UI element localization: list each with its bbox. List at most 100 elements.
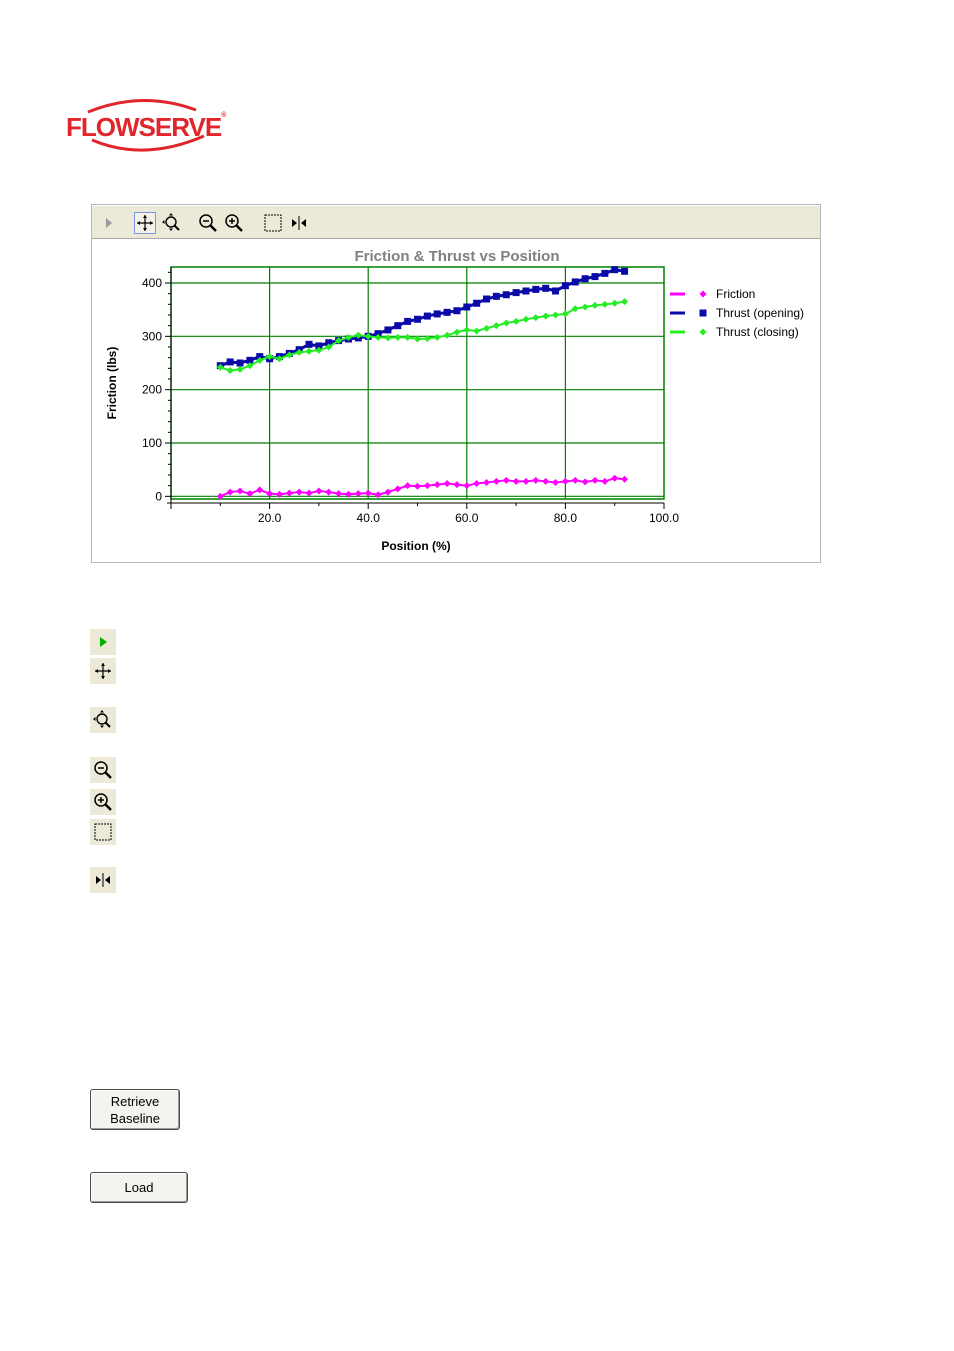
data-point-thrust-opening — [532, 285, 540, 293]
data-point-friction — [492, 477, 500, 485]
legend-marker-thrust-closing — [699, 328, 707, 336]
data-point-friction — [621, 475, 629, 483]
flowserve-logo: FLOWSERVE® — [66, 96, 226, 158]
data-point-thrust-opening — [394, 322, 402, 330]
data-point-thrust-opening — [473, 299, 481, 307]
data-point-friction — [295, 488, 303, 496]
select-box-icon — [90, 819, 116, 845]
y-tick-label: 300 — [142, 329, 162, 343]
data-point-friction — [601, 477, 609, 485]
y-tick-label: 0 — [155, 489, 162, 503]
y-tick-label: 400 — [142, 276, 162, 290]
pan-icon — [137, 215, 153, 231]
data-point-thrust-opening — [453, 307, 461, 315]
data-point-friction — [266, 490, 274, 498]
zoom-in-icon — [225, 214, 243, 232]
data-point-friction — [443, 480, 451, 488]
data-point-friction — [315, 487, 323, 495]
data-point-friction — [256, 486, 264, 494]
data-point-thrust-closing — [364, 332, 372, 340]
data-point-friction — [571, 476, 579, 484]
data-point-friction — [374, 491, 382, 499]
data-point-thrust-closing — [492, 322, 500, 330]
retrieve-baseline-button[interactable]: Retrieve Baseline — [90, 1089, 180, 1130]
data-point-thrust-opening — [404, 317, 412, 325]
zoom-in-button[interactable] — [223, 212, 245, 234]
data-point-friction — [236, 487, 244, 495]
x-tick-label: 20.0 — [258, 511, 282, 525]
data-point-thrust-closing — [552, 311, 560, 319]
cursor-split-button[interactable] — [288, 212, 310, 234]
zoom-fit-icon — [90, 707, 116, 733]
play-button[interactable] — [98, 212, 120, 234]
data-point-thrust-closing — [305, 347, 313, 355]
data-point-thrust-opening — [611, 266, 619, 274]
data-point-thrust-closing — [236, 365, 244, 373]
data-point-thrust-closing — [621, 298, 629, 306]
data-point-friction — [394, 485, 402, 493]
cursor-split-icon — [292, 216, 306, 230]
data-point-thrust-closing — [256, 356, 264, 364]
data-point-thrust-closing — [611, 299, 619, 307]
data-point-friction — [335, 490, 343, 498]
data-point-friction — [512, 477, 520, 485]
data-point-friction — [344, 490, 352, 498]
data-point-thrust-opening — [443, 308, 451, 316]
chart-title: Friction & Thrust vs Position — [354, 248, 559, 265]
data-point-thrust-opening — [492, 292, 500, 300]
data-point-thrust-closing — [561, 310, 569, 318]
zoom-out-button[interactable] — [197, 212, 219, 234]
data-point-thrust-closing — [384, 334, 392, 342]
data-point-thrust-closing — [354, 331, 362, 339]
data-point-thrust-opening — [423, 312, 431, 320]
logo-text: FLOWSERVE® — [66, 112, 226, 142]
data-point-thrust-opening — [512, 289, 520, 297]
data-point-thrust-opening — [542, 284, 550, 292]
pan-icon — [90, 658, 116, 684]
data-point-friction — [552, 478, 560, 486]
data-point-thrust-opening — [236, 359, 244, 367]
data-point-friction — [591, 476, 599, 484]
data-point-friction — [305, 489, 313, 497]
data-point-thrust-closing — [532, 314, 540, 322]
data-point-thrust-closing — [483, 324, 491, 332]
data-point-thrust-opening — [414, 315, 421, 323]
data-point-thrust-closing — [285, 351, 293, 359]
data-point-thrust-opening — [571, 278, 579, 286]
data-point-thrust-closing — [226, 366, 234, 374]
data-point-thrust-opening — [315, 342, 323, 350]
data-point-thrust-closing — [295, 348, 303, 356]
data-point-thrust-opening — [256, 353, 264, 361]
plot-frame — [170, 266, 665, 500]
data-point-thrust-closing — [453, 328, 461, 336]
legend-label-thrust-opening: Thrust (opening) — [716, 306, 804, 320]
data-point-friction — [581, 478, 589, 486]
data-point-thrust-closing — [275, 355, 283, 363]
data-point-thrust-closing — [374, 333, 382, 341]
data-point-friction — [364, 489, 372, 497]
data-point-thrust-closing — [522, 315, 530, 323]
data-point-thrust-closing — [423, 334, 431, 342]
play-icon — [90, 629, 116, 655]
logo-swoosh-icon — [87, 98, 205, 152]
chart-toolbar — [92, 205, 820, 239]
pan-button[interactable] — [134, 212, 156, 234]
y-tick-label: 200 — [142, 383, 162, 397]
x-tick-label: 60.0 — [455, 511, 479, 525]
select-box-button[interactable] — [262, 212, 284, 234]
data-point-friction — [216, 492, 224, 500]
data-point-thrust-closing — [433, 333, 441, 341]
data-point-thrust-opening — [483, 295, 491, 303]
data-point-thrust-closing — [394, 333, 402, 341]
data-point-thrust-opening — [601, 269, 609, 277]
zoom-fit-button[interactable] — [161, 212, 183, 234]
data-point-friction — [483, 478, 491, 486]
load-button[interactable]: Load — [90, 1172, 188, 1203]
zoom-in-icon — [90, 789, 116, 815]
data-point-thrust-opening — [463, 303, 471, 311]
data-point-thrust-closing — [344, 333, 352, 341]
data-point-friction — [414, 482, 421, 490]
data-point-thrust-closing — [414, 335, 421, 343]
data-point-thrust-closing — [591, 301, 599, 309]
data-point-friction — [275, 490, 283, 498]
